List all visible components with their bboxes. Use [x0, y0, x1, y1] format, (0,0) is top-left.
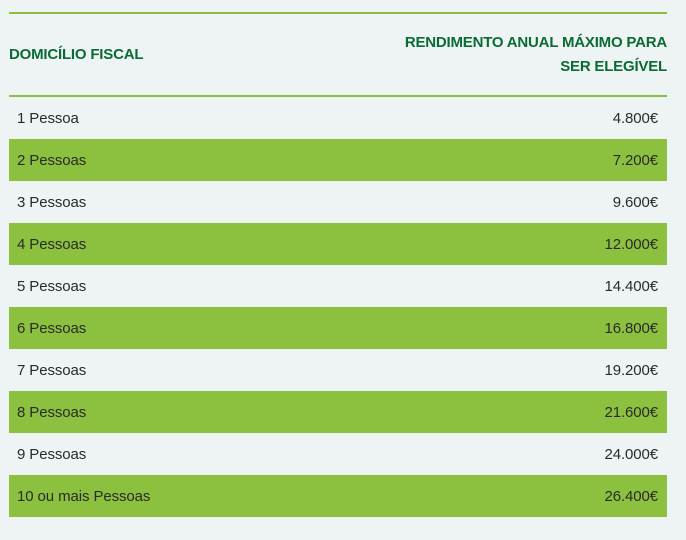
row-label: 1 Pessoa: [17, 109, 79, 127]
table-row: 2 Pessoas 7.200€: [9, 139, 667, 181]
row-value: 16.800€: [604, 319, 658, 337]
row-value: 9.600€: [612, 193, 658, 211]
table-row: 3 Pessoas 9.600€: [9, 181, 667, 223]
row-value: 26.400€: [604, 487, 658, 505]
row-value: 4.800€: [612, 109, 658, 127]
row-value: 19.200€: [604, 361, 658, 379]
table-row: 7 Pessoas 19.200€: [9, 349, 667, 391]
row-label: 2 Pessoas: [17, 151, 87, 169]
table-row: 8 Pessoas 21.600€: [9, 391, 667, 433]
table-row: 6 Pessoas 16.800€: [9, 307, 667, 349]
header-rendimento-line1: RENDIMENTO ANUAL MÁXIMO PARA: [404, 33, 667, 51]
table-row: 1 Pessoa 4.800€: [9, 97, 667, 139]
row-value: 7.200€: [612, 151, 658, 169]
row-value: 14.400€: [604, 277, 658, 295]
row-label: 7 Pessoas: [17, 361, 87, 379]
eligibility-table: DOMICÍLIO FISCAL RENDIMENTO ANUAL MÁXIMO…: [9, 12, 667, 517]
row-value: 21.600€: [604, 403, 658, 421]
table-row: 4 Pessoas 12.000€: [9, 223, 667, 265]
header-rendimento: RENDIMENTO ANUAL MÁXIMO PARA SER ELEGÍVE…: [367, 31, 667, 79]
row-label: 8 Pessoas: [17, 403, 87, 421]
header-rule: [9, 95, 667, 97]
table-row: 5 Pessoas 14.400€: [9, 265, 667, 307]
header-domicilio-fiscal: DOMICÍLIO FISCAL: [9, 46, 144, 63]
row-label: 9 Pessoas: [17, 445, 87, 463]
table-header: DOMICÍLIO FISCAL RENDIMENTO ANUAL MÁXIMO…: [9, 14, 667, 95]
row-value: 24.000€: [604, 445, 658, 463]
row-label: 4 Pessoas: [17, 235, 87, 253]
row-label: 6 Pessoas: [17, 319, 87, 337]
top-rule: [9, 12, 667, 14]
row-label: 5 Pessoas: [17, 277, 87, 295]
header-rendimento-line2: SER ELEGÍVEL: [560, 57, 667, 75]
row-value: 12.000€: [604, 235, 658, 253]
table-row: 10 ou mais Pessoas 26.400€: [9, 475, 667, 517]
table-row: 9 Pessoas 24.000€: [9, 433, 667, 475]
row-label: 10 ou mais Pessoas: [17, 487, 151, 505]
row-label: 3 Pessoas: [17, 193, 87, 211]
